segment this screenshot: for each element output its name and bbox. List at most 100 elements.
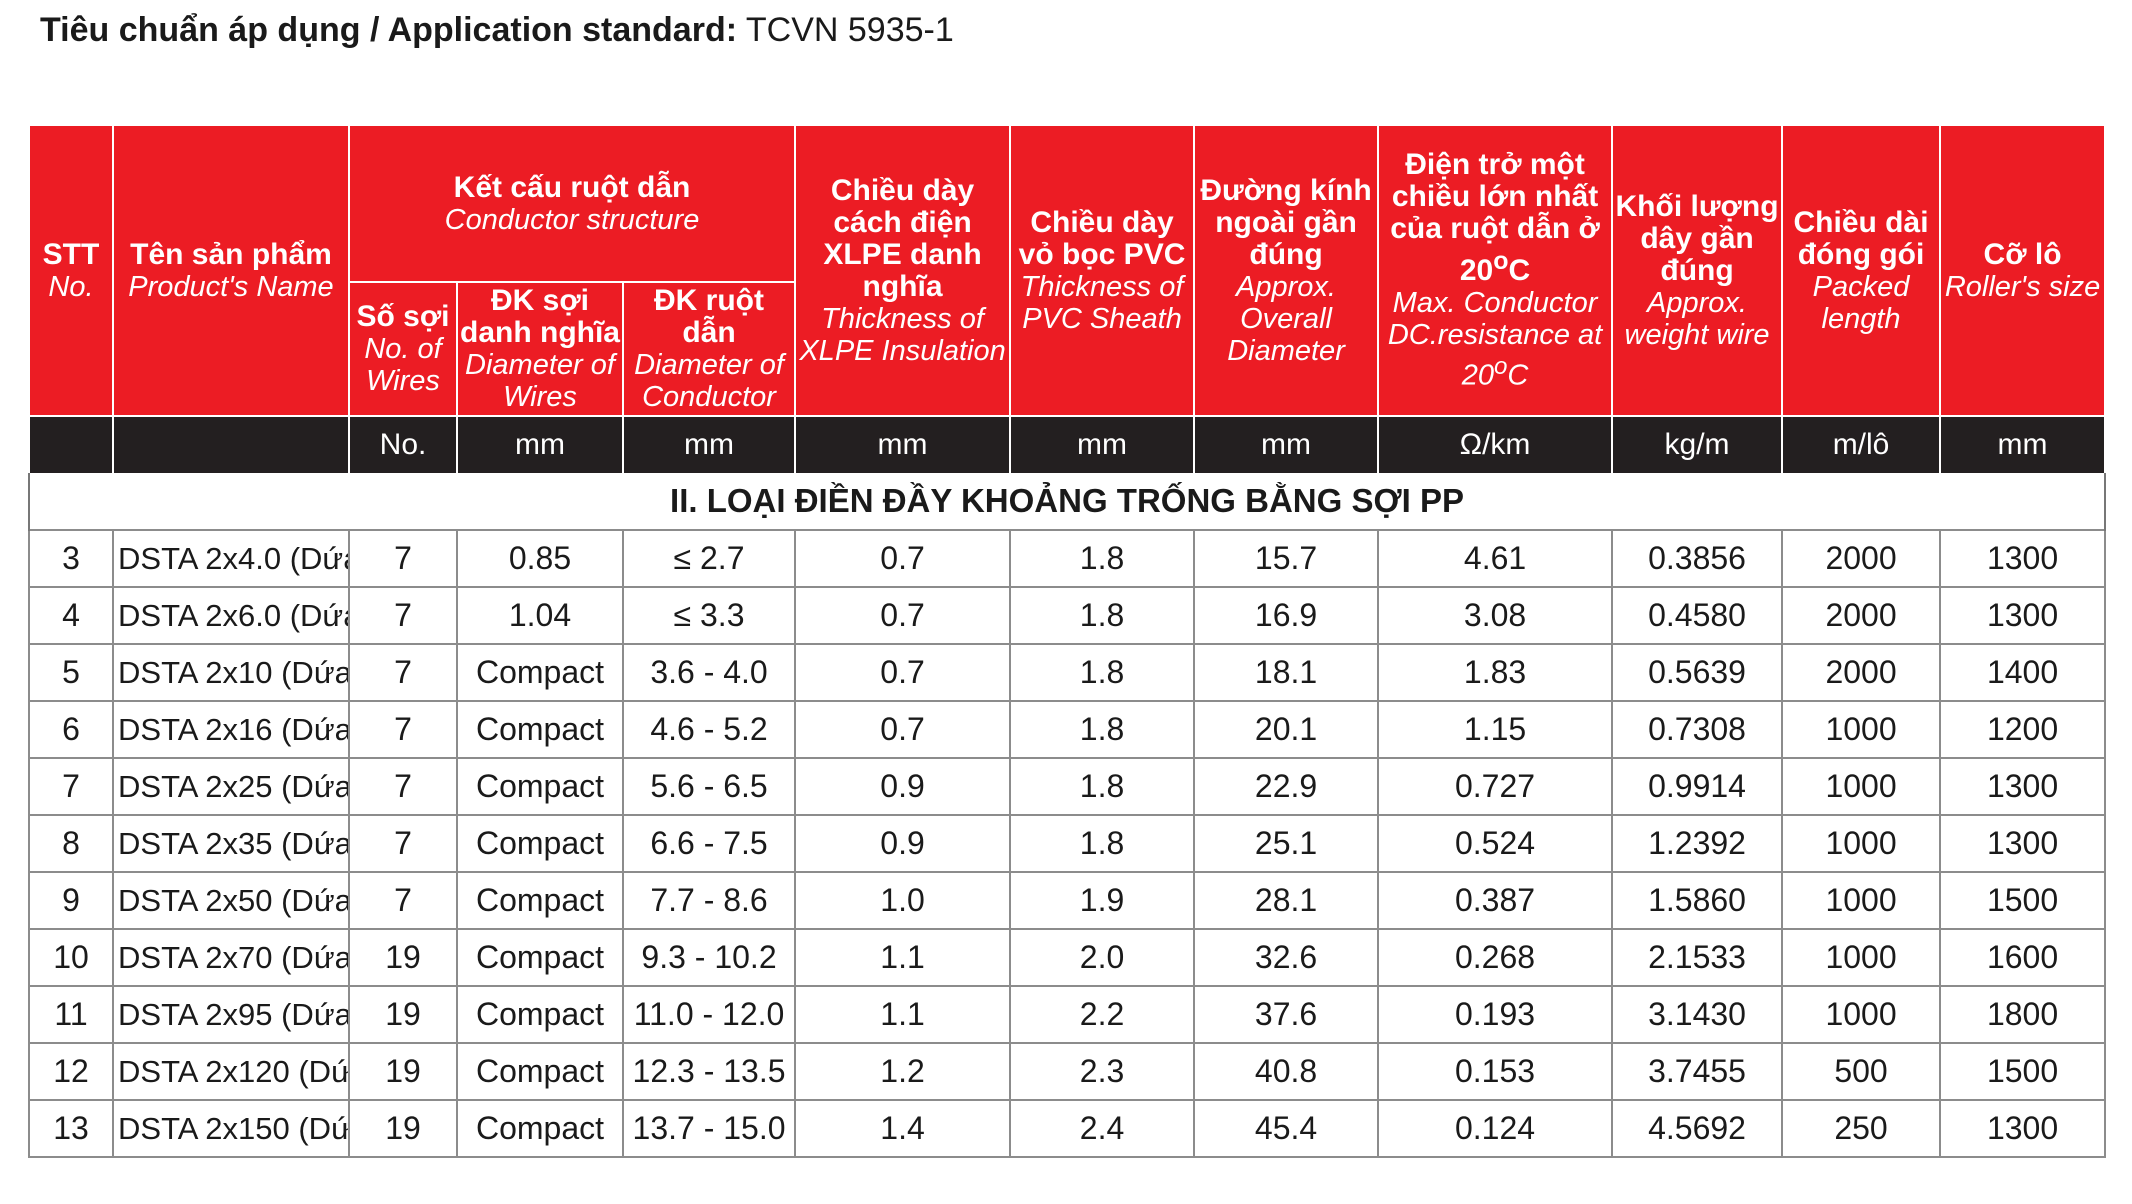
cell-xlpe-thickness: 0.7: [794, 700, 1012, 759]
col-header-structure: Kết cấu ruột dẫn Conductor structure: [347, 124, 797, 283]
cell-packed-length: 2000: [1781, 586, 1942, 645]
cell-roller-size: 1500: [1939, 871, 2107, 930]
cell-wire-diameter: Compact: [456, 757, 624, 816]
cell-wire-diameter: 0.85: [456, 529, 624, 588]
cell-wire-diameter: Compact: [456, 1099, 624, 1158]
cell-xlpe-thickness: 1.4: [794, 1099, 1012, 1158]
cell-weight: 0.4580: [1611, 586, 1784, 645]
cell-wire-diameter: 1.04: [456, 586, 624, 645]
cell-packed-length: 1000: [1781, 985, 1942, 1044]
col-header-stt: STT No.: [28, 124, 114, 417]
cell-conductor-diameter: ≤ 3.3: [621, 586, 797, 645]
table-row: 5 DSTA 2x10 (Dứa) 7 Compact 3.6 - 4.0 0.7 1.8 1…: [28, 643, 2107, 702]
table-body: 3 DSTA 2x4.0 (Dứa) 7 0.85 ≤ 2.7 0.7 1.8 15.7 4.6…: [28, 529, 2107, 1158]
cell-roller-size: 1300: [1939, 1099, 2107, 1158]
cell-product-name: DSTA 2x120 (Dứa): [112, 1042, 350, 1101]
cell-product-name: DSTA 2x35 (Dứa): [112, 814, 350, 873]
units-row: No. mm mm mm mm mm Ω/km kg/m m/lô mm: [28, 416, 2107, 473]
cell-roller-size: 1300: [1939, 529, 2107, 588]
cell-pvc-thickness: 1.9: [1009, 871, 1196, 930]
cell-overall-diameter: 18.1: [1193, 643, 1380, 702]
cell-overall-diameter: 25.1: [1193, 814, 1380, 873]
cell-pvc-thickness: 2.4: [1009, 1099, 1196, 1158]
cell-pvc-thickness: 1.8: [1009, 586, 1196, 645]
unit-cell: [112, 416, 350, 473]
cell-conductor-diameter: 11.0 - 12.0: [621, 985, 797, 1044]
cell-pvc-thickness: 1.8: [1009, 757, 1196, 816]
table-row: 10 DSTA 2x70 (Dứa) 19 Compact 9.3 - 10.2 1.1 2…: [28, 928, 2107, 987]
cell-product-name: DSTA 2x50 (Dứa): [112, 871, 350, 930]
cell-weight: 2.1533: [1611, 928, 1784, 987]
cell-dc-resistance: 0.193: [1377, 985, 1614, 1044]
cell-packed-length: 1000: [1781, 928, 1942, 987]
col-header-wires: Số sợi No. of Wires: [348, 281, 458, 417]
spec-table: STT No. Tên sản phẩm Product's Name Kết cấ…: [27, 124, 2107, 1158]
table-row: 3 DSTA 2x4.0 (Dứa) 7 0.85 ≤ 2.7 0.7 1.8 15.7 4.6…: [28, 529, 2107, 588]
cell-stt: 13: [28, 1099, 114, 1158]
unit-cell: [28, 416, 114, 473]
cell-wires: 7: [348, 757, 458, 816]
unit-cell: mm: [1009, 416, 1196, 473]
cell-overall-diameter: 15.7: [1193, 529, 1380, 588]
cell-conductor-diameter: 13.7 - 15.0: [621, 1099, 797, 1158]
col-header-length: Chiều dài đóng gói Packed length: [1781, 124, 1942, 417]
cell-stt: 6: [28, 700, 114, 759]
cell-stt: 5: [28, 643, 114, 702]
cell-conductor-diameter: 7.7 - 8.6: [621, 871, 797, 930]
cell-dc-resistance: 1.83: [1377, 643, 1614, 702]
col-header-roller: Cỡ lô Roller's size: [1939, 124, 2107, 417]
cell-packed-length: 1000: [1781, 700, 1942, 759]
cell-dc-resistance: 0.524: [1377, 814, 1614, 873]
cell-conductor-diameter: 3.6 - 4.0: [621, 643, 797, 702]
cell-roller-size: 1200: [1939, 700, 2107, 759]
unit-cell: mm: [621, 416, 797, 473]
unit-cell: mm: [1193, 416, 1380, 473]
cell-packed-length: 1000: [1781, 814, 1942, 873]
cell-overall-diameter: 40.8: [1193, 1042, 1380, 1101]
cell-weight: 3.1430: [1611, 985, 1784, 1044]
cell-weight: 0.5639: [1611, 643, 1784, 702]
cell-dc-resistance: 0.387: [1377, 871, 1614, 930]
cell-conductor-diameter: 12.3 - 13.5: [621, 1042, 797, 1101]
cell-product-name: DSTA 2x4.0 (Dứa): [112, 529, 350, 588]
standard-label: Tiêu chuẩn áp dụng / Application standar…: [40, 11, 738, 49]
col-header-conductor-diameter: ĐK ruột dẫn Diameter of Conductor: [621, 281, 797, 417]
cell-product-name: DSTA 2x6.0 (Dứa): [112, 586, 350, 645]
cell-wire-diameter: Compact: [456, 814, 624, 873]
section-row: II. LOẠI ĐIỀN ĐẦY KHOẢNG TRỐNG BẰNG SỢI …: [27, 473, 2107, 530]
cell-xlpe-thickness: 0.7: [794, 643, 1012, 702]
cell-xlpe-thickness: 0.9: [794, 757, 1012, 816]
col-header-wire-diameter: ĐK sợi danh nghĩa Diameter of Wires: [456, 281, 624, 417]
cell-stt: 10: [28, 928, 114, 987]
cell-pvc-thickness: 2.0: [1009, 928, 1196, 987]
cell-packed-length: 1000: [1781, 871, 1942, 930]
cell-product-name: DSTA 2x10 (Dứa): [112, 643, 350, 702]
cell-wires: 7: [348, 814, 458, 873]
cell-overall-diameter: 22.9: [1193, 757, 1380, 816]
cell-weight: 0.7308: [1611, 700, 1784, 759]
unit-cell: Ω/km: [1377, 416, 1614, 473]
unit-cell: kg/m: [1611, 416, 1784, 473]
cell-xlpe-thickness: 1.2: [794, 1042, 1012, 1101]
cell-dc-resistance: 4.61: [1377, 529, 1614, 588]
cell-weight: 1.2392: [1611, 814, 1784, 873]
cell-packed-length: 1000: [1781, 757, 1942, 816]
cell-packed-length: 2000: [1781, 529, 1942, 588]
cell-conductor-diameter: 9.3 - 10.2: [621, 928, 797, 987]
cell-pvc-thickness: 1.8: [1009, 700, 1196, 759]
cell-wire-diameter: Compact: [456, 643, 624, 702]
table-row: 9 DSTA 2x50 (Dứa) 7 Compact 7.7 - 8.6 1.0 1.9 2…: [28, 871, 2107, 930]
unit-cell: mm: [794, 416, 1012, 473]
cell-roller-size: 1300: [1939, 586, 2107, 645]
cell-stt: 7: [28, 757, 114, 816]
cell-weight: 0.9914: [1611, 757, 1784, 816]
cell-wires: 19: [348, 1099, 458, 1158]
table-row: 7 DSTA 2x25 (Dứa) 7 Compact 5.6 - 6.5 0.9 1.8 2…: [28, 757, 2107, 816]
cell-overall-diameter: 32.6: [1193, 928, 1380, 987]
cell-wires: 7: [348, 529, 458, 588]
cell-product-name: DSTA 2x16 (Dứa): [112, 700, 350, 759]
cell-wires: 7: [348, 700, 458, 759]
cell-stt: 11: [28, 985, 114, 1044]
col-header-weight: Khối lượng dây gần đúng Approx. weight wi…: [1611, 124, 1784, 417]
